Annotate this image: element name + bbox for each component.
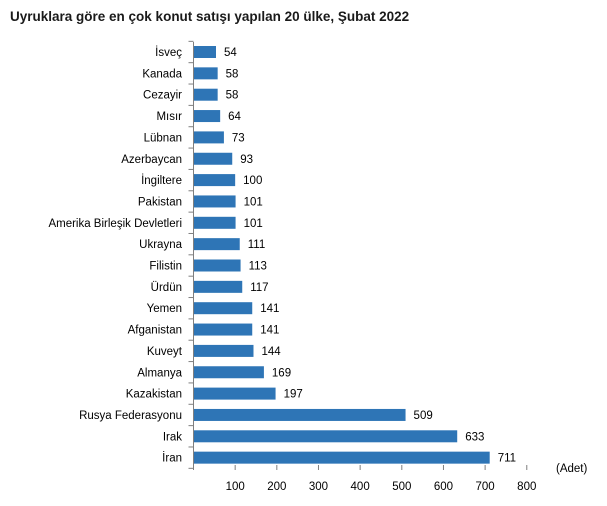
category-label: Mısır [156, 111, 182, 123]
x-tick-label: 600 [434, 481, 453, 493]
x-tick-label: 300 [309, 481, 328, 493]
x-tick-label: 200 [267, 481, 286, 493]
bar [193, 67, 218, 80]
bar-value-label: 711 [498, 453, 516, 465]
bar [193, 302, 253, 315]
bar-value-label: 64 [228, 111, 241, 123]
bar [193, 323, 253, 336]
x-tick-label: 100 [226, 481, 245, 493]
bar-value-label: 141 [260, 303, 279, 315]
category-label: Yemen [147, 303, 182, 315]
x-tick-label: 800 [517, 481, 536, 493]
bar-value-label: 101 [244, 218, 263, 230]
category-label: İsveç [155, 46, 182, 59]
bar [193, 174, 236, 187]
category-label: Irak [163, 431, 182, 443]
category-label: Pakistan [138, 196, 182, 208]
chart-title: Uyruklara göre en çok konut satışı yapıl… [10, 9, 410, 24]
bar-value-label: 509 [414, 410, 433, 422]
category-label: Afganistan [128, 325, 182, 337]
category-label: Kazakistan [126, 389, 182, 401]
category-label: Azerbaycan [121, 154, 182, 166]
bar-value-label: 93 [240, 154, 253, 166]
category-label: Lübnan [144, 132, 182, 144]
category-label: Cezayir [143, 90, 182, 102]
bar [193, 88, 218, 101]
x-tick-label: 400 [351, 481, 370, 493]
category-label: Ürdün [151, 282, 182, 294]
bar [193, 195, 236, 208]
category-label: Amerika Birleşik Devletleri [48, 218, 182, 230]
category-label: Almanya [137, 367, 182, 379]
bar [193, 110, 221, 123]
category-label: Ukrayna [139, 239, 182, 251]
bar-value-label: 54 [224, 47, 237, 59]
bar-value-label: 100 [243, 175, 262, 187]
bar-value-label: 58 [226, 68, 239, 80]
bar-value-label: 169 [272, 367, 291, 379]
category-label: İngiltere [141, 174, 182, 187]
bar [193, 131, 224, 144]
bar-value-label: 633 [465, 431, 484, 443]
category-label: İran [162, 452, 182, 465]
x-tick-label: 700 [476, 481, 495, 493]
bar-value-label: 73 [232, 132, 245, 144]
bar-value-label: 113 [249, 261, 267, 273]
bar [193, 387, 276, 400]
bar [193, 280, 243, 293]
bar-value-label: 144 [261, 346, 281, 358]
category-label: Kanada [142, 68, 182, 80]
bar-value-label: 58 [226, 90, 239, 102]
bar [193, 46, 216, 58]
category-label: Rusya Federasyonu [79, 410, 182, 422]
bar [193, 430, 458, 443]
bar-value-label: 117 [250, 282, 268, 294]
bars-layer [193, 46, 490, 464]
x-axis-unit-label: (Adet) [556, 463, 587, 475]
bar [193, 259, 241, 272]
bar [193, 152, 233, 165]
x-tick-label: 500 [392, 481, 411, 493]
bar-value-label: 197 [284, 389, 303, 401]
axis-layer [188, 40, 528, 470]
bar [193, 344, 254, 357]
bar-value-label: 101 [244, 196, 263, 208]
category-label: Kuveyt [147, 346, 183, 358]
category-label: Filistin [149, 261, 182, 273]
labels-layer: 54 İsveç 58 Kanada 58 Cezayir 64 Mısır 73 Lübnan 9… [48, 46, 536, 493]
bar [193, 366, 264, 379]
bar-value-label: 141 [260, 325, 279, 337]
bar-value-label: 111 [248, 239, 265, 251]
bar [193, 408, 406, 421]
bar [193, 238, 240, 251]
bar [193, 216, 236, 229]
bar [193, 451, 490, 464]
